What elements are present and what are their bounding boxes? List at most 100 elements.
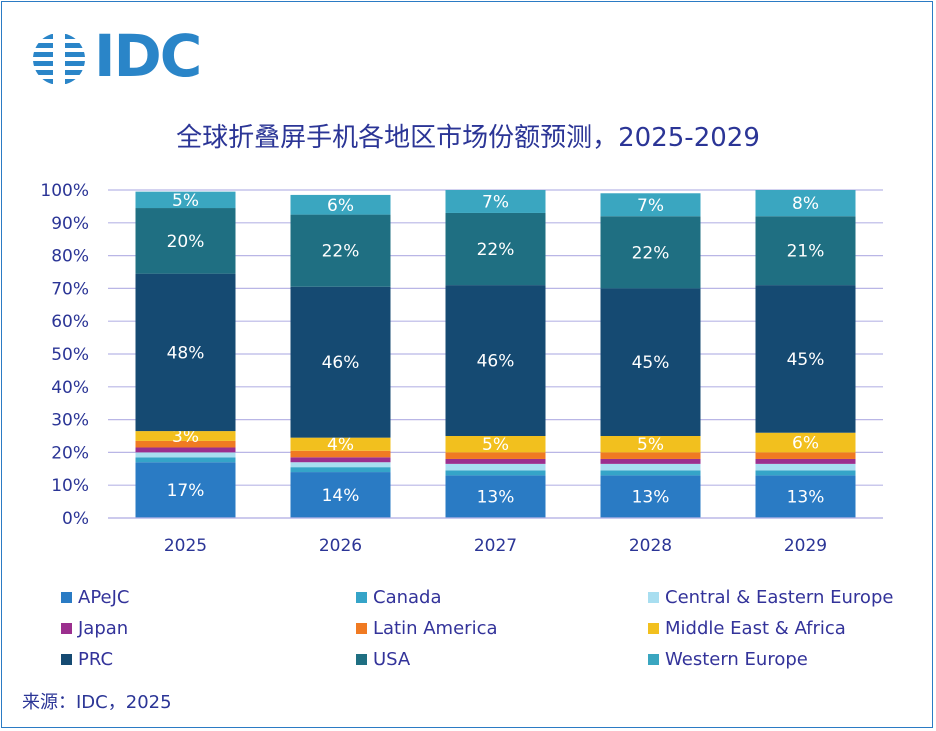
y-tick-label: 30%	[51, 411, 89, 431]
data-label: 45%	[632, 353, 670, 373]
y-tick-label: 70%	[51, 279, 89, 299]
legend-item: Japan	[61, 617, 128, 639]
legend-swatch	[356, 653, 367, 665]
bar-segment	[135, 208, 236, 274]
bar-segment	[600, 193, 701, 217]
data-label: 13%	[632, 488, 670, 508]
bar-segment	[755, 216, 856, 286]
bar-segment	[755, 470, 856, 476]
bar-segment	[755, 190, 856, 217]
bar-segment	[445, 475, 546, 518]
legend-label: APeJC	[78, 586, 130, 608]
data-label: 8%	[792, 194, 819, 214]
idc-logo-text: IDC	[94, 22, 202, 90]
bar-segment	[445, 212, 546, 286]
bar-segment	[135, 191, 236, 209]
bar-segment	[290, 457, 391, 463]
bar-segment	[445, 458, 546, 464]
legend-item: USA	[356, 648, 410, 670]
data-label: 22%	[477, 240, 515, 260]
y-tick-label: 10%	[51, 476, 89, 496]
legend-item: Central & Eastern Europe	[648, 586, 893, 608]
bar-segment	[755, 285, 856, 433]
bar-segment	[755, 432, 856, 453]
x-tick-label: 2026	[319, 536, 362, 556]
bar-segment	[290, 194, 391, 215]
data-label: 6%	[792, 434, 819, 454]
bar-segment	[290, 462, 391, 468]
legend-swatch	[648, 622, 659, 634]
bar-segment	[755, 452, 856, 459]
legend-swatch	[61, 622, 72, 634]
bar-segment	[445, 285, 546, 436]
bar-segment	[600, 216, 701, 289]
bar-segment	[135, 462, 236, 518]
bar-segment	[445, 190, 546, 213]
legend-swatch	[61, 653, 72, 665]
legend-label: USA	[373, 648, 411, 670]
y-tick-label: 90%	[51, 214, 89, 234]
legend-label: Japan	[78, 617, 129, 639]
data-label: 48%	[167, 343, 205, 363]
data-label: 13%	[477, 488, 515, 508]
data-label: 5%	[637, 435, 664, 455]
legend-item: Canada	[356, 586, 442, 608]
data-label: 14%	[322, 486, 360, 506]
chart-title: 全球折叠屏手机各地区市场份额预测，2025-2029	[176, 123, 760, 153]
bar-segment	[600, 452, 701, 459]
data-label: 6%	[327, 196, 354, 216]
bar-segment	[290, 437, 391, 451]
bar-segment	[755, 475, 856, 518]
y-tick-label: 20%	[51, 443, 89, 463]
x-tick-label: 2029	[784, 536, 827, 556]
bar-segment	[290, 472, 391, 518]
legend-label: Central & Eastern Europe	[665, 586, 894, 608]
bar-segment	[755, 458, 856, 464]
bar-segment	[445, 470, 546, 476]
legend-item: Middle East & Africa	[648, 617, 846, 639]
data-label: 3%	[172, 427, 199, 447]
legend-label: Canada	[373, 586, 442, 608]
bar-segment	[445, 452, 546, 459]
bar-segment	[135, 273, 236, 432]
data-label: 5%	[172, 191, 199, 211]
x-tick-label: 2025	[164, 536, 207, 556]
y-tick-label: 100%	[40, 181, 89, 201]
y-tick-label: 80%	[51, 247, 89, 267]
x-tick-label: 2028	[629, 536, 672, 556]
bar-segment	[135, 452, 236, 458]
bar-segment	[135, 440, 236, 448]
bar-segment	[290, 450, 391, 458]
legend-item: PRC	[61, 648, 113, 670]
legend-label: Middle East & Africa	[665, 617, 846, 639]
bar-segment	[600, 463, 701, 471]
y-tick-label: 0%	[62, 509, 89, 529]
bar-segment	[600, 470, 701, 476]
data-label: 46%	[477, 352, 515, 372]
bar-segment	[600, 475, 701, 518]
legend-item: Western Europe	[648, 648, 808, 670]
legend-swatch	[356, 622, 367, 634]
legend-label: Western Europe	[665, 648, 808, 670]
bar-segment	[290, 286, 391, 438]
legend-swatch	[648, 653, 659, 665]
legend-item: APeJC	[61, 586, 129, 608]
data-label: 20%	[167, 232, 205, 252]
bar-segment	[290, 467, 391, 473]
bar-segment	[755, 463, 856, 471]
data-label: 13%	[787, 488, 825, 508]
bar-segment	[600, 458, 701, 464]
data-label: 22%	[632, 243, 670, 263]
bar-segment	[135, 431, 236, 441]
legend-label: Latin America	[373, 617, 498, 639]
source-note: 来源：IDC，2025	[22, 692, 172, 713]
data-label: 22%	[322, 242, 360, 262]
data-label: 5%	[482, 435, 509, 455]
legend-swatch	[648, 591, 659, 603]
y-tick-label: 50%	[51, 345, 89, 365]
bar-segment	[600, 436, 701, 453]
legend-label: PRC	[78, 648, 114, 670]
idc-globe-icon	[33, 33, 85, 85]
